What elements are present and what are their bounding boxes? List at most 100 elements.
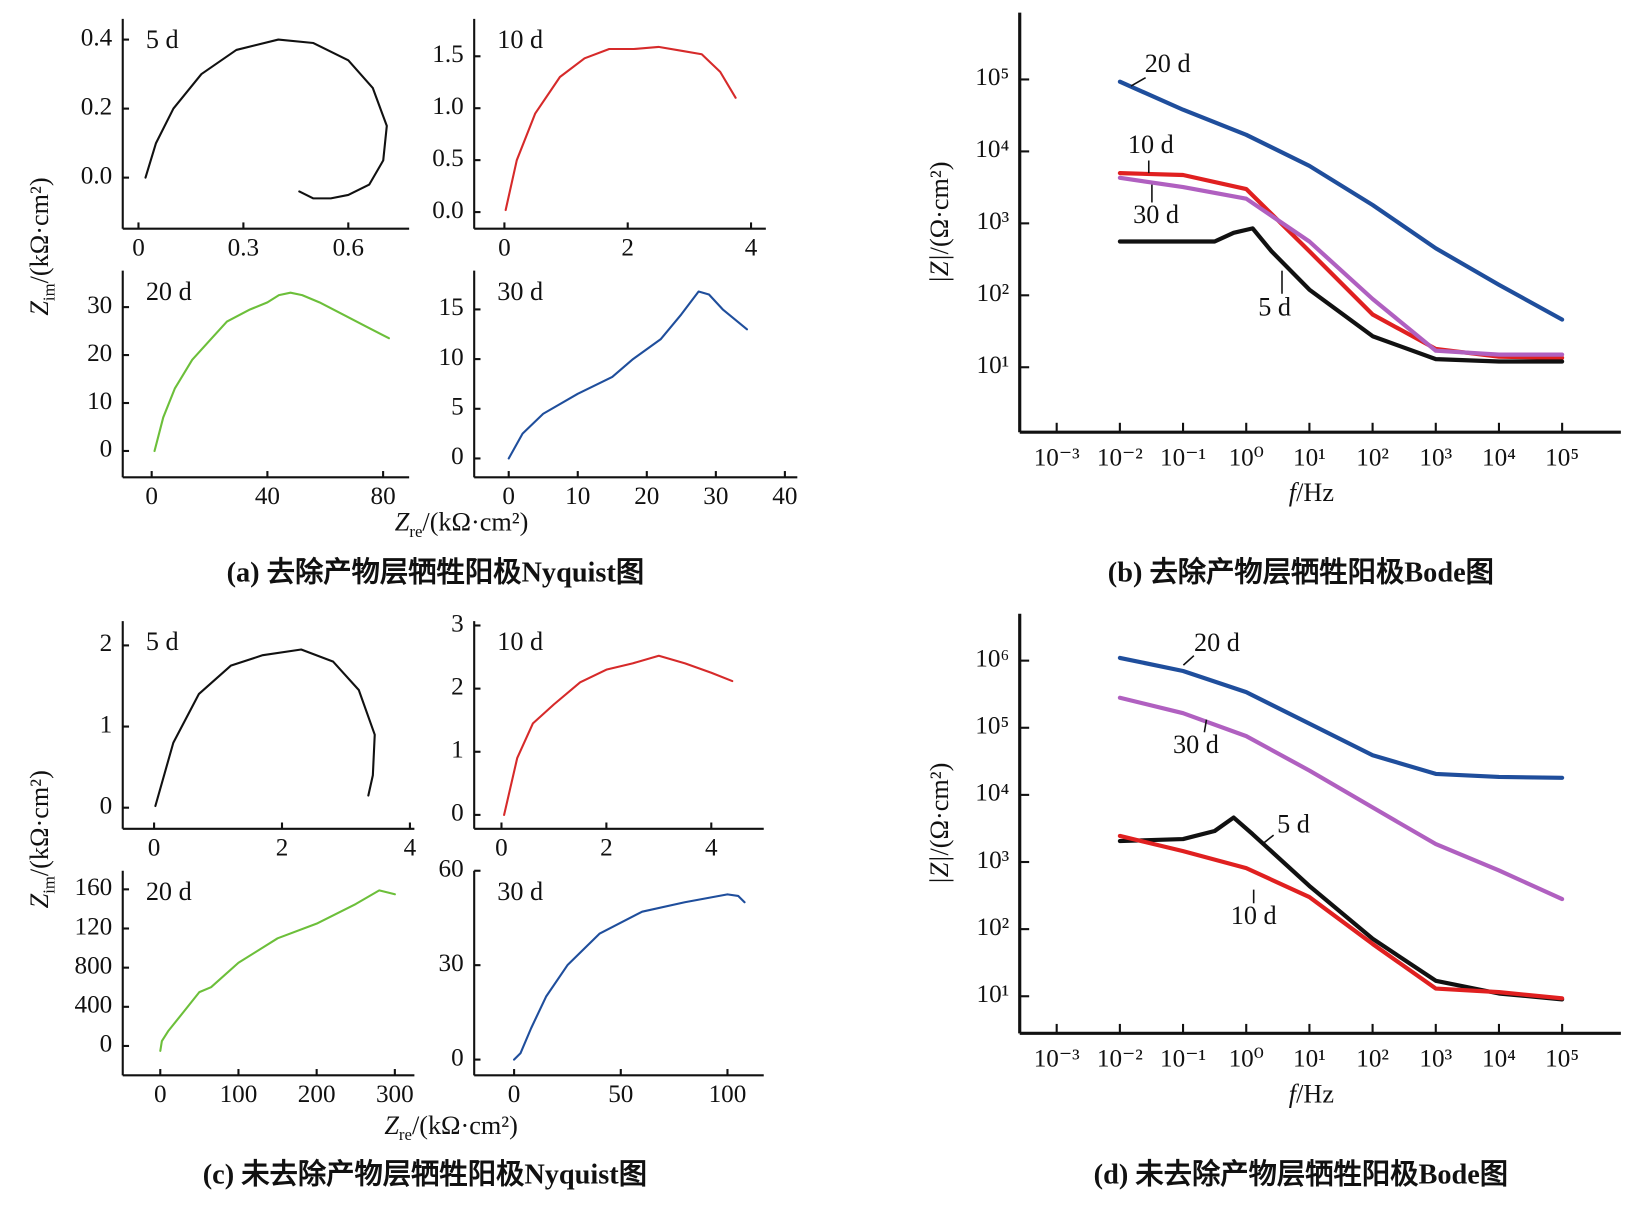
y-tick-label: 10³ [977,208,1010,235]
x-tick-label: 10⁵ [1545,1045,1579,1072]
leader-line [1262,834,1275,845]
series-line [1117,175,1565,357]
y-tick-label: 15 [439,294,464,321]
x-tick-label: 10³ [1419,444,1452,471]
series-label: 20 d [1194,628,1240,657]
axis-label-unit: /(Ω·cm²) [925,763,954,856]
x-tick-label: 0 [498,234,511,261]
series-line [1117,815,1565,1002]
axis-label: |Z|/(Ω·cm²) [925,763,954,885]
x-tick-label: 100 [709,1081,747,1108]
series-line [1117,655,1565,780]
x-tick-label: 100 [220,1081,258,1108]
series-line [504,45,737,212]
y-tick-label: 5 [451,394,464,421]
x-tick-label: 10⁰ [1229,1045,1264,1072]
y-tick-label: 10⁵ [975,64,1009,91]
x-tick-label: 10⁻¹ [1160,1045,1206,1072]
y-tick-label: 400 [75,992,113,1019]
y-tick-label: 1 [451,737,464,764]
y-tick-label: 0 [451,1044,464,1071]
axis-label-symbol: f [1289,1079,1300,1108]
y-tick-label: 0 [100,792,113,819]
axis-label-unit: /(kΩ·cm²) [25,770,54,876]
axis-label-unit: /(kΩ·cm²) [412,1111,518,1140]
y-tick-label: 10 [439,344,464,371]
series-label: 10 d [497,25,543,54]
y-tick-label: 0 [100,436,113,463]
axis-label-unit: /(Ω·cm²) [925,161,954,254]
series-label: 5 d [1277,810,1310,839]
axis-label-symbol: f [1289,478,1300,507]
y-tick-label: 1.0 [432,93,463,120]
x-tick-label: 4 [745,234,758,261]
series-line [507,290,749,460]
y-tick-label: 10² [977,280,1010,307]
x-tick-label: 2 [600,835,613,862]
x-tick-label: 0 [508,1081,521,1108]
y-tick-label: 60 [439,856,464,883]
x-tick-label: 0 [132,234,145,261]
series-label: 20 d [146,877,192,906]
x-tick-label: 30 [703,483,728,510]
x-tick-label: 40 [772,483,797,510]
series-line [154,648,376,808]
y-tick-label: 0 [451,443,464,470]
axis-label-unit: /Hz [1296,478,1334,507]
y-tick-label: 800 [75,952,113,979]
series-line [1117,833,1565,1001]
y-tick-label: 2 [451,673,464,700]
axis-label-sub: im [39,876,58,894]
x-tick-label: 20 [634,483,659,510]
y-tick-label: 30 [439,950,464,977]
series-label: 5 d [146,25,179,54]
axis-label-symbol: Z [395,508,410,537]
y-tick-label: 10² [977,914,1010,941]
y-tick-label: 30 [87,292,112,319]
y-tick-label: 10¹ [977,981,1010,1008]
series-label: 30 d [497,277,543,306]
axis-label-sub: re [409,522,422,541]
x-tick-label: 10¹ [1293,1045,1326,1072]
axis-label: Zre/(kΩ·cm²) [384,1111,518,1144]
series-label: 10 d [497,627,543,656]
y-tick-label: 10⁴ [975,780,1009,807]
x-tick-label: 0.6 [333,234,364,261]
axis-label: f/Hz [1289,1079,1334,1108]
y-tick-label: 3 [451,610,464,637]
x-tick-label: 10² [1356,444,1389,471]
series-line [144,38,388,200]
axis-label-unit: /Hz [1296,1079,1334,1108]
x-tick-label: 0.3 [228,234,259,261]
axis-label-symbol: Z [384,1111,399,1140]
y-tick-label: 0 [451,800,464,827]
series-label: 10 d [1231,901,1277,930]
axis-label-symbol: Z [25,893,54,908]
figure-body: (a) 去除产物层牺牲阳极Nyquist图 (b) 去除产物层牺牲阳极Bode图 (… [25,12,1621,1191]
series-line [513,893,746,1061]
x-tick-label: 10⁻² [1097,444,1143,471]
series-label: 20 d [1145,49,1191,78]
caption: (c) 未去除产物层牺牲阳极Nyquist图 [203,1158,647,1191]
series-label: 10 d [1128,130,1174,159]
series-line [1117,695,1565,902]
x-tick-label: 10⁰ [1229,444,1264,471]
y-tick-label: 0.2 [81,93,112,120]
y-tick-label: 20 [87,340,112,367]
series-label: 30 d [1173,730,1219,759]
x-tick-label: 4 [404,835,417,862]
caption: (b) 去除产物层牺牲阳极Bode图 [1108,555,1494,588]
y-tick-label: 0.0 [81,162,112,189]
y-tick-label: 10⁴ [975,136,1009,163]
caption: (a) 去除产物层牺牲阳极Nyquist图 [227,555,645,588]
y-tick-label: 10¹ [977,352,1010,379]
x-tick-label: 10⁻¹ [1160,444,1206,471]
x-tick-label: 10⁴ [1482,444,1516,471]
x-tick-label: 2 [621,234,634,261]
x-tick-label: 0 [154,1081,167,1108]
x-tick-label: 2 [276,835,289,862]
y-tick-label: 0.5 [432,145,463,172]
x-tick-label: 50 [608,1081,633,1108]
x-tick-label: 0 [145,483,158,510]
